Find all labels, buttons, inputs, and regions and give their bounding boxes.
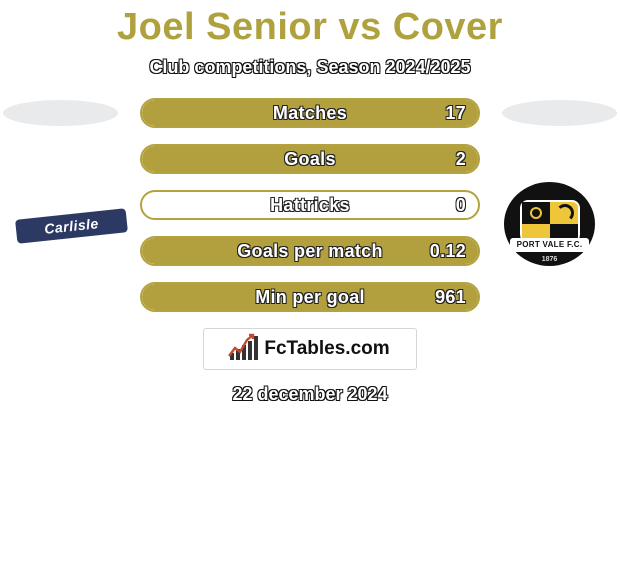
page-title: Joel Senior vs Cover xyxy=(0,0,620,49)
crest-right-graphic: PORT VALE F.C. 1876 xyxy=(504,182,595,266)
comparison-arena: Carlisle PORT VALE F.C. 1876 Matches 17 … xyxy=(0,98,620,405)
crest-right: PORT VALE F.C. 1876 xyxy=(502,180,597,268)
crest-left: Carlisle xyxy=(24,180,119,268)
brand-text: FcTables.com xyxy=(264,338,389,360)
stat-row: Matches 17 xyxy=(140,98,480,128)
stat-label: Matches xyxy=(273,100,347,127)
stat-value: 2 xyxy=(456,146,466,173)
crest-right-label: PORT VALE F.C. xyxy=(510,238,589,252)
player-left-oval xyxy=(3,100,118,126)
stat-label: Goals xyxy=(284,146,336,173)
stat-label: Min per goal xyxy=(255,284,365,311)
stat-value: 0.12 xyxy=(430,238,466,265)
stat-value: 17 xyxy=(445,100,466,127)
stat-row: Hattricks 0 xyxy=(140,190,480,220)
page-subtitle: Club competitions, Season 2024/2025 xyxy=(0,57,620,78)
crest-left-label: Carlisle xyxy=(15,208,128,243)
stat-rows: Matches 17 Goals 2 Hattricks 0 Goals per… xyxy=(140,98,480,312)
brand-box[interactable]: FcTables.com xyxy=(203,328,417,370)
stat-label: Goals per match xyxy=(237,238,383,265)
player-right-oval xyxy=(502,100,617,126)
footer-date: 22 december 2024 xyxy=(0,384,620,405)
stat-value: 961 xyxy=(435,284,466,311)
stat-row: Goals 2 xyxy=(140,144,480,174)
stat-label: Hattricks xyxy=(270,192,350,219)
stat-row: Goals per match 0.12 xyxy=(140,236,480,266)
stat-value: 0 xyxy=(456,192,466,219)
brand-bars-icon xyxy=(230,338,258,360)
stat-row: Min per goal 961 xyxy=(140,282,480,312)
crest-right-year: 1876 xyxy=(504,256,595,263)
